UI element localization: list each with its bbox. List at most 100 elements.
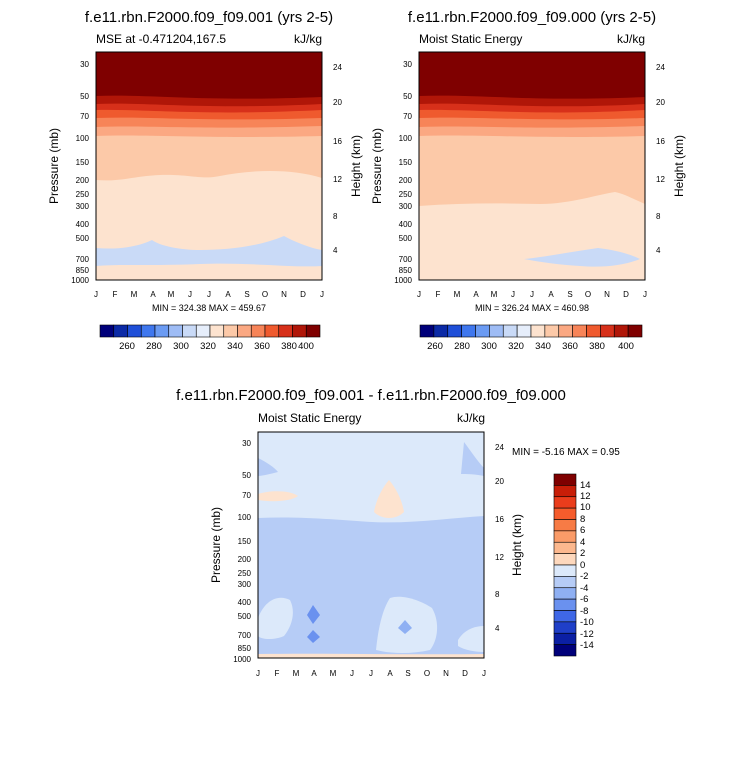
month-tick: A [225,290,231,299]
pressure-tick: 850 [238,644,252,653]
colorbar-labels: 14 12 10 8 6 4 2 0 -2 -4 -6 -8 -10 -12 -… [580,480,594,651]
colorbar-label: 280 [454,341,470,352]
colorbar-label: 320 [508,341,524,352]
colorbar-swatch [209,324,225,338]
panel-title: f.e11.rbn.F2000.f09_f09.001 - f.e11.rbn.… [176,387,566,404]
height-tick: 12 [495,553,504,562]
colorbar-label: 340 [535,341,551,352]
colorbar-swatch [516,324,532,338]
pressure-tick: 150 [399,158,413,167]
pressure-tick: 50 [242,471,251,480]
month-tick: J [417,290,421,299]
pressure-tick: 700 [399,255,413,264]
colorbar-label: 2 [580,548,585,559]
y-axis-label: Pressure (mb) [370,128,384,204]
pressure-tick: 250 [76,190,90,199]
colorbar-label: 340 [227,341,243,352]
contour-field [418,51,646,281]
plot-frame [257,431,485,659]
colorbar-swatch [502,324,518,338]
month-tick: A [548,290,554,299]
contour-band-8 [524,248,640,267]
min-max-label: MIN = 324.38 MAX = 459.67 [152,303,266,313]
month-tick: J [643,290,647,299]
colorbar-swatch [250,324,266,338]
pressure-tick: 700 [238,631,252,640]
contour-band-neg2 [258,516,484,658]
height-tick: 24 [333,63,342,72]
contour-patch-top-right [461,442,484,476]
month-tick: J [207,290,211,299]
pressure-tick: 30 [403,60,412,69]
colorbar: 14 12 10 8 6 4 2 0 -2 -4 -6 -8 -10 -12 -… [553,473,594,657]
height-tick: 8 [333,212,338,221]
panel-units-label: kJ/kg [457,411,485,425]
pressure-tick: 500 [399,234,413,243]
pressure-tick: 400 [238,598,252,607]
pressure-tick: 500 [76,234,90,243]
colorbar-label: -10 [580,617,594,628]
pressure-tick: 200 [76,176,90,185]
colorbar-swatch [447,324,462,338]
pressure-ticks: 30 50 70 100 150 200 250 300 400 500 700… [394,60,412,285]
contour-patch-neg0-1 [258,597,293,639]
month-tick: F [113,290,118,299]
height-ticks: 24 20 16 12 8 4 [495,443,504,633]
y2-axis-label: Height (km) [672,135,686,197]
month-tick: M [330,669,337,678]
colorbar-label: 380 [589,341,605,352]
pressure-tick: 30 [80,60,89,69]
pressure-tick: 50 [80,92,89,101]
pressure-tick: 70 [403,112,412,121]
colorbar-label: -2 [580,571,588,582]
month-tick: F [436,290,441,299]
pressure-tick: 200 [399,176,413,185]
height-tick: 16 [495,515,504,524]
y-axis-label: Pressure (mb) [47,128,61,204]
y2-axis-label: Height (km) [510,514,524,576]
contour-field [95,51,323,281]
colorbar-swatch [264,324,280,338]
colorbar-swatch [113,324,128,338]
colorbar-swatch [292,324,307,338]
pressure-tick: 850 [76,266,90,275]
colorbar-label: 10 [580,502,591,513]
colorbar-label: 280 [146,341,162,352]
colorbar-label: 14 [580,480,591,491]
month-tick: J [482,669,486,678]
month-tick: M [491,290,498,299]
colorbar-label: -8 [580,606,588,617]
month-ticks: J F M A M J J A S O N D J [256,669,486,678]
pressure-tick: 250 [399,190,413,199]
month-tick: O [262,290,268,299]
colorbar-swatch [305,324,321,338]
pressure-tick: 300 [238,580,252,589]
colorbar-label: 300 [481,341,497,352]
colorbar-swatch [586,324,601,338]
colorbar-swatch [553,576,577,589]
colorbar-swatch [553,519,577,532]
panel-mse-run-001: f.e11.rbn.F2000.f09_f09.001 (yrs 2-5) MS… [47,9,363,352]
colorbar-swatch [182,324,197,338]
colorbar-swatch [475,324,490,338]
pressure-tick: 1000 [71,276,89,285]
colorbar-swatch [154,324,170,338]
colorbar-label: -6 [580,594,588,605]
height-ticks: 24 20 16 12 8 4 [333,63,342,255]
height-tick: 20 [656,98,665,107]
pressure-ticks: 30 50 70 100 150 200 250 300 400 500 700… [71,60,89,285]
pressure-tick: 100 [76,134,90,143]
month-tick: J [511,290,515,299]
pressure-tick: 700 [76,255,90,264]
month-tick: S [405,669,410,678]
month-tick: M [131,290,138,299]
colorbar-label: 360 [562,341,578,352]
colorbar-label: 400 [298,341,314,352]
month-tick: A [387,669,393,678]
colorbar-swatch [553,496,577,509]
month-tick: N [281,290,287,299]
contour-patch-top-left [258,458,278,476]
plot-frame [95,51,323,281]
height-tick: 16 [333,137,342,146]
month-tick: A [311,669,317,678]
